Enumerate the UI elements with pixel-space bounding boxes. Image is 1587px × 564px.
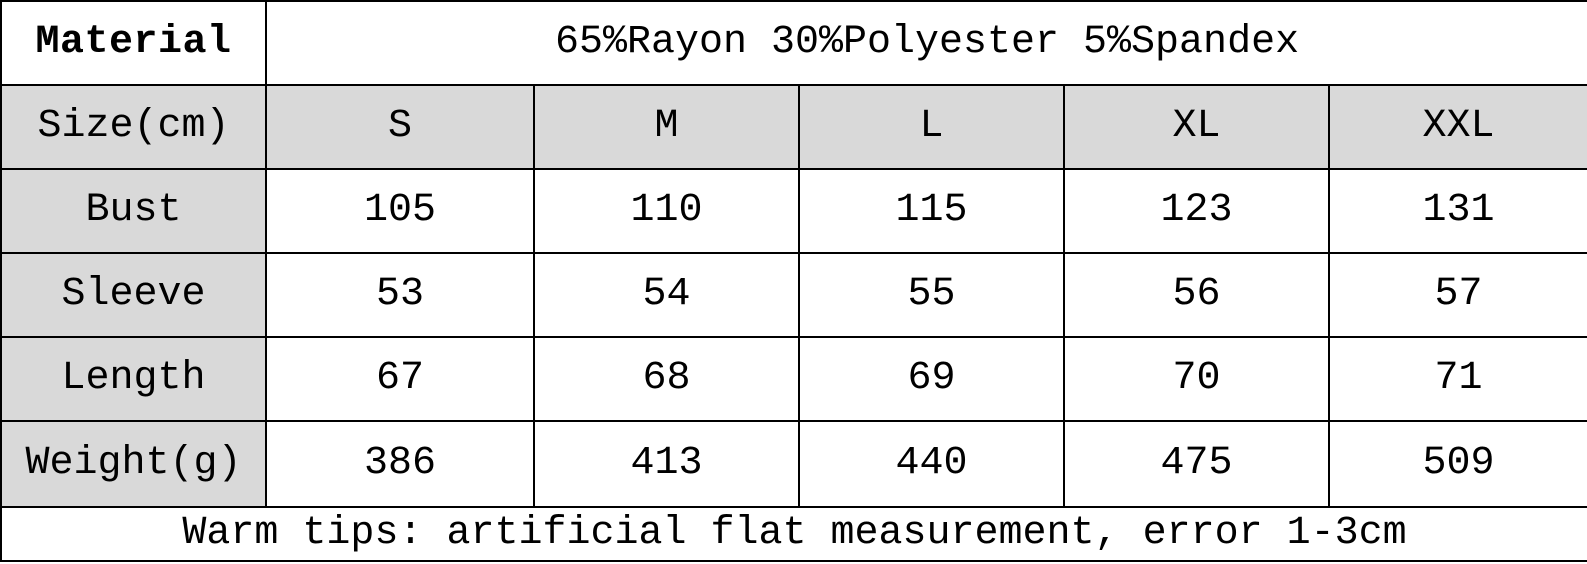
sleeve-value-l: 55 <box>798 252 1065 338</box>
weight-value-l: 440 <box>798 420 1065 508</box>
length-value-xl: 70 <box>1063 336 1330 422</box>
footer-note-row: Warm tips: artificial flat measurement, … <box>0 506 1587 562</box>
warm-tips-note: Warm tips: artificial flat measurement, … <box>0 506 1587 562</box>
material-value-cell: 65%Rayon 30%Polyester 5%Spandex <box>264 0 1587 86</box>
size-col-header-s: S <box>265 84 535 170</box>
sleeve-value-s: 53 <box>265 252 535 338</box>
size-col-header-m: M <box>533 84 800 170</box>
row-label-weight: Weight(g) <box>0 420 267 508</box>
length-value-l: 69 <box>798 336 1065 422</box>
table-row-bust: Bust 105 110 115 123 131 <box>0 168 1587 254</box>
size-header-row: Size(cm) S M L XL XXL <box>0 84 1587 170</box>
size-col-header-xxl: XXL <box>1327 84 1587 170</box>
bust-value-xxl: 131 <box>1327 168 1587 254</box>
bust-value-xl: 123 <box>1063 168 1330 254</box>
size-col-header-l: L <box>798 84 1065 170</box>
material-row: Material 65%Rayon 30%Polyester 5%Spandex <box>0 0 1587 86</box>
bust-value-l: 115 <box>798 168 1065 254</box>
row-label-bust: Bust <box>0 168 267 254</box>
length-value-xxl: 71 <box>1327 336 1587 422</box>
sleeve-value-xxl: 57 <box>1327 252 1587 338</box>
weight-value-xxl: 509 <box>1327 420 1587 508</box>
size-header-label-cell: Size(cm) <box>0 84 267 170</box>
length-value-s: 67 <box>265 336 535 422</box>
weight-value-m: 413 <box>533 420 800 508</box>
bust-value-s: 105 <box>265 168 535 254</box>
bust-value-m: 110 <box>533 168 800 254</box>
weight-value-s: 386 <box>265 420 535 508</box>
material-header-cell: Material <box>0 0 267 86</box>
size-col-header-xl: XL <box>1063 84 1330 170</box>
length-value-m: 68 <box>533 336 800 422</box>
row-label-sleeve: Sleeve <box>0 252 267 338</box>
weight-value-xl: 475 <box>1063 420 1330 508</box>
sleeve-value-xl: 56 <box>1063 252 1330 338</box>
table-row-weight: Weight(g) 386 413 440 475 509 <box>0 420 1587 508</box>
table-row-sleeve: Sleeve 53 54 55 56 57 <box>0 252 1587 338</box>
row-label-length: Length <box>0 336 267 422</box>
table-row-length: Length 67 68 69 70 71 <box>0 336 1587 422</box>
sleeve-value-m: 54 <box>533 252 800 338</box>
